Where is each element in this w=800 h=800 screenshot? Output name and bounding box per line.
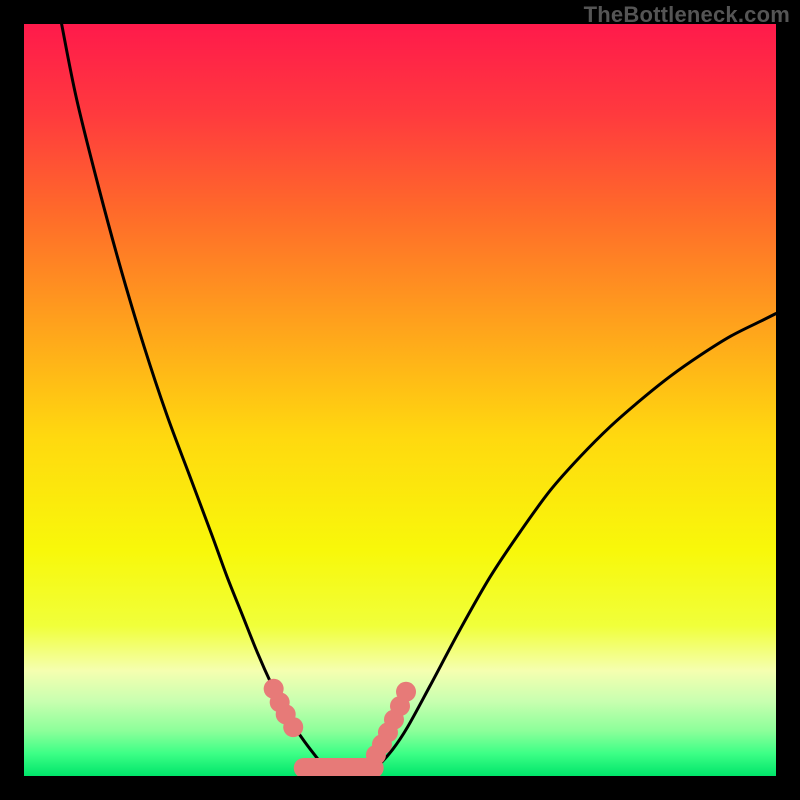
marker-right-5 (396, 682, 416, 702)
watermark-text: TheBottleneck.com (584, 2, 790, 28)
gradient-background (24, 24, 776, 776)
bottleneck-chart (24, 24, 776, 776)
marker-left-3 (283, 717, 303, 737)
plot-area (24, 24, 776, 776)
chart-container: TheBottleneck.com (0, 0, 800, 800)
